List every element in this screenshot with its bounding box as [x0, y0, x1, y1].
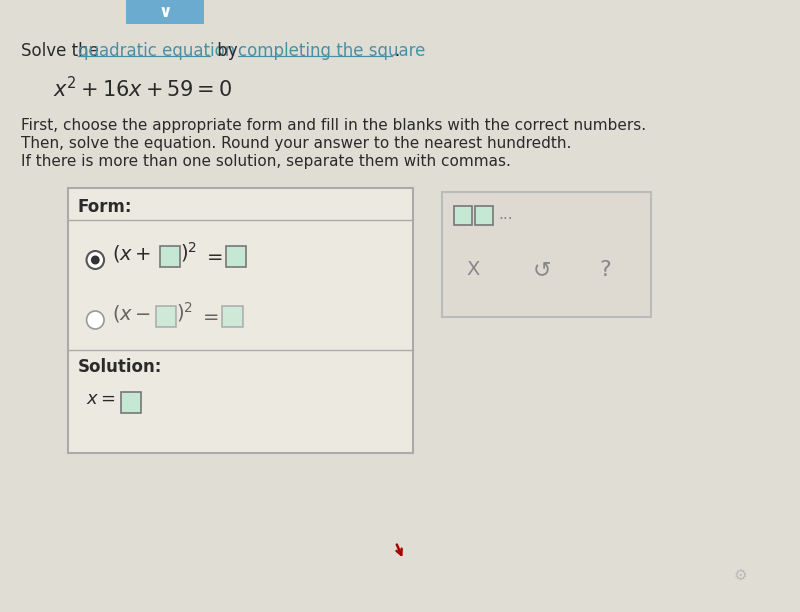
Text: ⚙: ⚙ — [734, 568, 748, 583]
Text: ?: ? — [600, 260, 612, 280]
Circle shape — [86, 311, 104, 329]
Text: $x =$: $x =$ — [86, 390, 115, 408]
Text: $=$: $=$ — [203, 247, 223, 265]
Text: ∨: ∨ — [158, 3, 172, 21]
Text: .: . — [394, 42, 399, 60]
Text: by: by — [212, 42, 243, 60]
Circle shape — [86, 251, 104, 269]
Text: Solve the: Solve the — [22, 42, 105, 60]
Circle shape — [91, 255, 100, 264]
Text: Solution:: Solution: — [78, 358, 162, 376]
FancyBboxPatch shape — [442, 192, 651, 317]
Text: X: X — [467, 260, 480, 279]
Text: $(x -$: $(x -$ — [112, 303, 151, 324]
Text: $x^2 + 16x + 59 = 0$: $x^2 + 16x + 59 = 0$ — [54, 76, 232, 101]
Text: $\circlearrowleft$: $\circlearrowleft$ — [528, 260, 551, 280]
Text: $=$: $=$ — [199, 307, 219, 325]
Text: Form:: Form: — [78, 198, 132, 216]
FancyBboxPatch shape — [121, 392, 142, 412]
Text: completing the square: completing the square — [238, 42, 426, 60]
Text: First, choose the appropriate form and fill in the blanks with the correct numbe: First, choose the appropriate form and f… — [22, 118, 646, 133]
Text: ...: ... — [498, 207, 514, 222]
Text: Then, solve the equation. Round your answer to the nearest hundredth.: Then, solve the equation. Round your ans… — [22, 136, 572, 151]
Text: quadratic equation: quadratic equation — [78, 42, 235, 60]
Text: If there is more than one solution, separate them with commas.: If there is more than one solution, sepa… — [22, 154, 511, 169]
FancyBboxPatch shape — [160, 245, 180, 266]
FancyBboxPatch shape — [126, 0, 204, 24]
FancyBboxPatch shape — [475, 206, 494, 225]
FancyBboxPatch shape — [454, 206, 472, 225]
FancyBboxPatch shape — [222, 305, 242, 326]
FancyBboxPatch shape — [226, 245, 246, 266]
Text: $(x +$: $(x +$ — [112, 243, 151, 264]
Text: $)^2$: $)^2$ — [176, 300, 193, 324]
FancyBboxPatch shape — [156, 305, 177, 326]
FancyBboxPatch shape — [68, 188, 414, 453]
Text: $)^2$: $)^2$ — [180, 240, 197, 264]
